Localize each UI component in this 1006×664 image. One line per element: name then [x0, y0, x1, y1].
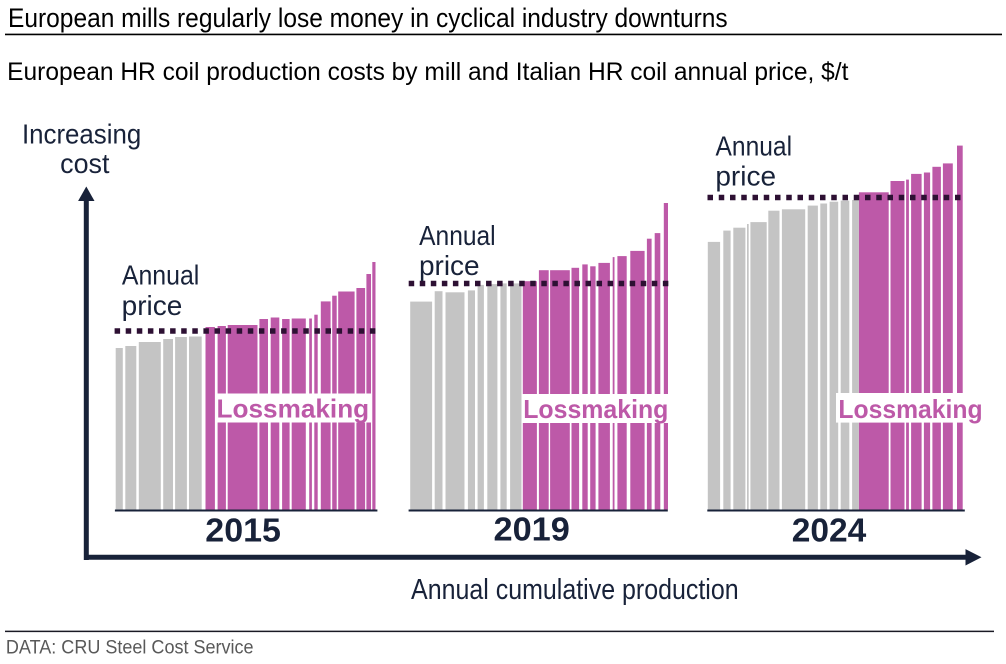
- svg-text:Annual: Annual: [716, 130, 792, 161]
- svg-text:2024: 2024: [792, 511, 867, 548]
- svg-text:Annual: Annual: [122, 260, 199, 291]
- svg-text:Lossmaking: Lossmaking: [217, 393, 370, 423]
- svg-text:Annual: Annual: [419, 220, 495, 251]
- svg-text:Annual cumulative production: Annual cumulative production: [411, 574, 739, 606]
- svg-text:price: price: [715, 161, 776, 192]
- svg-text:European mills regularly lose: European mills regularly lose money in c…: [8, 3, 728, 33]
- svg-text:2015: 2015: [205, 511, 281, 548]
- svg-text:European HR coil production co: European HR coil production costs by mil…: [7, 58, 848, 86]
- svg-text:Increasing: Increasing: [22, 118, 141, 149]
- svg-text:price: price: [419, 250, 480, 281]
- svg-text:Lossmaking: Lossmaking: [838, 394, 982, 424]
- svg-text:2019: 2019: [494, 511, 570, 548]
- svg-text:Lossmaking: Lossmaking: [523, 394, 668, 424]
- svg-text:DATA: CRU Steel Cost Service: DATA: CRU Steel Cost Service: [6, 637, 254, 659]
- svg-text:cost: cost: [60, 148, 109, 179]
- svg-text:price: price: [122, 290, 183, 321]
